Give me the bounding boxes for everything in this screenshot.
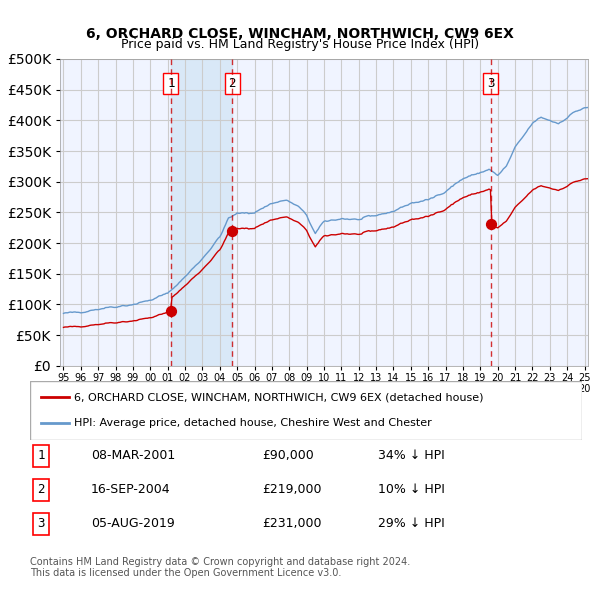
Text: 6, ORCHARD CLOSE, WINCHAM, NORTHWICH, CW9 6EX: 6, ORCHARD CLOSE, WINCHAM, NORTHWICH, CW… [86,27,514,41]
Text: 3: 3 [37,517,45,530]
Text: 08-MAR-2001: 08-MAR-2001 [91,449,175,462]
Bar [171,59,232,366]
Text: 34% ↓ HPI: 34% ↓ HPI [378,449,445,462]
Text: £219,000: £219,000 [262,483,322,496]
Text: 1: 1 [37,449,45,462]
Text: 2: 2 [229,77,236,90]
FancyBboxPatch shape [30,381,582,440]
Text: 16-SEP-2004: 16-SEP-2004 [91,483,170,496]
Text: HPI: Average price, detached house, Cheshire West and Chester: HPI: Average price, detached house, Ches… [74,418,432,428]
Text: 1: 1 [167,77,175,90]
Text: £231,000: £231,000 [262,517,322,530]
Text: 10% ↓ HPI: 10% ↓ HPI [378,483,445,496]
Text: 3: 3 [487,77,494,90]
Text: Contains HM Land Registry data © Crown copyright and database right 2024.
This d: Contains HM Land Registry data © Crown c… [30,556,410,578]
Text: £90,000: £90,000 [262,449,314,462]
Text: 05-AUG-2019: 05-AUG-2019 [91,517,175,530]
Point [166,306,176,315]
Point [486,219,496,229]
Point [227,227,237,236]
Text: Price paid vs. HM Land Registry's House Price Index (HPI): Price paid vs. HM Land Registry's House … [121,38,479,51]
Text: 6, ORCHARD CLOSE, WINCHAM, NORTHWICH, CW9 6EX (detached house): 6, ORCHARD CLOSE, WINCHAM, NORTHWICH, CW… [74,392,484,402]
Text: 29% ↓ HPI: 29% ↓ HPI [378,517,445,530]
Text: 2: 2 [37,483,45,496]
